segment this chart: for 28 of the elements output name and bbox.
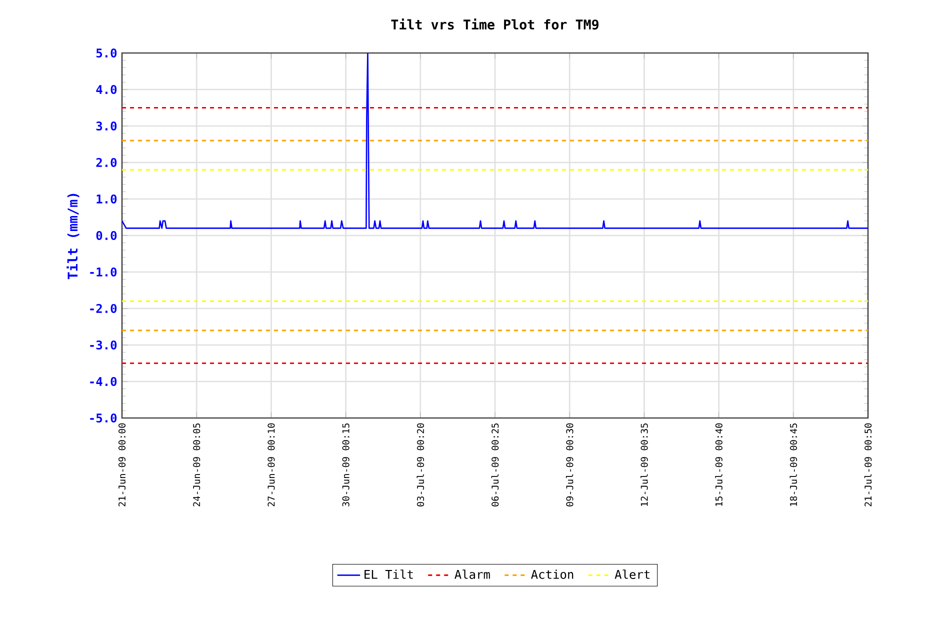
x-tick-label: 30-Jun-09 00:15 — [342, 423, 350, 506]
x-tick-label: 03-Jul-09 00:20 — [416, 423, 424, 506]
y-tick-label: -4.0 — [90, 376, 117, 386]
x-tick-label: 12-Jul-09 00:35 — [640, 423, 648, 506]
x-tick-label: 27-Jun-09 00:10 — [268, 423, 275, 506]
chart-title: Tilt vrs Time Plot for TM9 — [391, 18, 598, 30]
x-tick-label: 09-Jul-09 00:30 — [566, 423, 574, 506]
x-tick-label: 18-Jul-09 00:45 — [790, 423, 798, 506]
x-tick-label: 15-Jul-09 00:40 — [715, 423, 722, 506]
y-tick-label: 1.0 — [96, 194, 117, 204]
y-tick-label: -5.0 — [90, 413, 117, 423]
y-tick-label: 4.0 — [96, 84, 117, 94]
y-tick-label: 5.0 — [96, 48, 117, 58]
x-tick-label: 21-Jun-09 00:00 — [118, 423, 126, 506]
x-tick-label: 21-Jul-09 00:50 — [864, 423, 872, 506]
y-tick-label: 0.0 — [96, 230, 117, 240]
x-tick-label: 24-Jun-09 00:05 — [193, 423, 200, 506]
y-tick-label: 2.0 — [96, 158, 117, 168]
legend-label: Alarm — [454, 570, 490, 579]
y-tick-label: -3.0 — [90, 340, 117, 350]
y-tick-label: 3.0 — [96, 121, 117, 131]
y-axis-title: Tilt (mm/m) — [66, 194, 80, 280]
legend-label: EL Tilt — [364, 570, 413, 579]
legend-label: Alert — [614, 570, 650, 579]
x-tick-label: 06-Jul-09 00:25 — [491, 423, 499, 506]
y-tick-label: -2.0 — [90, 304, 117, 314]
y-tick-label: -1.0 — [90, 267, 117, 277]
legend-label: Action — [531, 570, 574, 579]
